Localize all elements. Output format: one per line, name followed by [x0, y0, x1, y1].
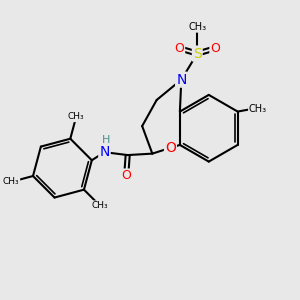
Text: O: O [210, 42, 220, 55]
Text: S: S [193, 46, 202, 61]
Text: H: H [102, 135, 110, 145]
Text: CH₃: CH₃ [3, 177, 20, 186]
Text: CH₃: CH₃ [249, 104, 267, 114]
Text: N: N [176, 73, 187, 87]
Text: CH₃: CH₃ [188, 22, 206, 32]
Text: O: O [121, 169, 131, 182]
Text: CH₃: CH₃ [68, 112, 85, 122]
Text: O: O [165, 141, 176, 155]
Text: O: O [174, 42, 184, 55]
Text: N: N [99, 145, 110, 159]
Text: CH₃: CH₃ [92, 201, 108, 210]
